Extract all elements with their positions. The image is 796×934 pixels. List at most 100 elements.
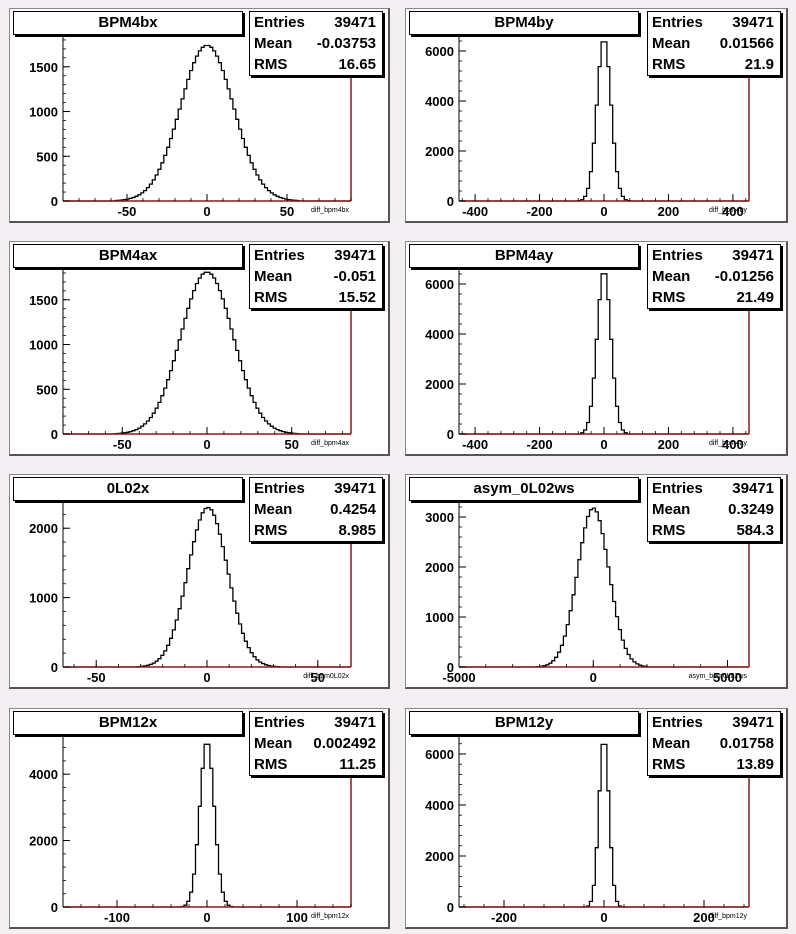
- stats-value: 39471: [334, 14, 376, 31]
- stats-row-rms: RMS 16.65: [250, 54, 382, 75]
- stats-value: 0.4254: [330, 501, 376, 518]
- histogram-title: asym_0L02ws: [409, 477, 639, 501]
- histogram-series: [63, 271, 351, 435]
- x-tick-label: 0: [203, 437, 210, 452]
- x-tick-label: -200: [527, 437, 553, 452]
- stats-label: Entries: [254, 14, 305, 31]
- stats-value: 584.3: [736, 522, 774, 539]
- x-axis-varname: asym_bpm0L02ws: [689, 673, 748, 680]
- stats-value: 39471: [334, 247, 376, 264]
- histogram-pad: -50 0 50 0 500 1000 1500 diff_bpm4bx BPM4bx Entri…: [9, 8, 390, 223]
- y-tick-label: 500: [36, 382, 58, 397]
- y-tick-label: 2000: [425, 560, 454, 575]
- y-tick-label: 2000: [425, 849, 454, 864]
- x-axis-varname: diff_bpm4bx: [311, 207, 350, 214]
- stats-value: 0.002492: [313, 735, 376, 752]
- y-tick-label: 2000: [29, 834, 58, 849]
- x-tick-label: 0: [600, 437, 607, 452]
- x-tick-label: 0: [203, 910, 210, 925]
- y-tick-label: 4000: [29, 767, 58, 782]
- stats-value: 39471: [334, 714, 376, 731]
- x-tick-label: -400: [462, 204, 488, 219]
- y-tick-label: 1000: [425, 610, 454, 625]
- stats-value: 0.3249: [728, 501, 774, 518]
- stats-label: Mean: [254, 35, 293, 52]
- x-tick-label: -5000: [442, 670, 475, 685]
- stats-label: RMS: [652, 756, 686, 773]
- x-tick-label: 200: [658, 204, 680, 219]
- stats-row-entries: Entries 39471: [648, 12, 780, 33]
- stats-value: 39471: [732, 247, 774, 264]
- stats-row-mean: Mean 0.01758: [648, 733, 780, 754]
- histogram-title: BPM4ay: [409, 244, 639, 268]
- stats-label: Entries: [254, 714, 305, 731]
- x-tick-label: -200: [491, 910, 517, 925]
- x-axis-varname: diff_bpm4ax: [311, 440, 350, 447]
- stats-label: Mean: [652, 501, 691, 518]
- stats-box: Entries 39471 Mean 0.01566 RMS 21.9: [647, 11, 781, 76]
- stats-label: Mean: [254, 268, 293, 285]
- x-tick-label: 50: [284, 437, 298, 452]
- histogram-pad: -100 0 100 0 2000 4000 diff_bpm12x BPM12x Entrie…: [9, 708, 390, 929]
- stats-label: Entries: [652, 247, 703, 264]
- y-tick-label: 3000: [425, 510, 454, 525]
- y-tick-label: 1000: [29, 105, 58, 120]
- y-tick-label: 1000: [29, 338, 58, 353]
- stats-row-entries: Entries 39471: [250, 12, 382, 33]
- stats-box: Entries 39471 Mean -0.03753 RMS 16.65: [249, 11, 383, 76]
- stats-value: 39471: [732, 480, 774, 497]
- stats-value: 39471: [334, 480, 376, 497]
- x-tick-label: 0: [590, 670, 597, 685]
- x-tick-label: -50: [87, 670, 106, 685]
- y-tick-label: 2000: [425, 377, 454, 392]
- histogram-pad: -200 0 200 0 2000 4000 6000 diff_bpm12y BPM12y En…: [405, 708, 788, 929]
- stats-label: RMS: [254, 56, 288, 73]
- stats-row-entries: Entries 39471: [648, 478, 780, 499]
- stats-row-rms: RMS 13.89: [648, 754, 780, 775]
- histogram-title: BPM4by: [409, 11, 639, 35]
- stats-label: Mean: [652, 735, 691, 752]
- stats-label: Entries: [652, 714, 703, 731]
- x-tick-label: 0: [203, 204, 210, 219]
- stats-label: Entries: [652, 480, 703, 497]
- y-tick-label: 0: [51, 427, 58, 442]
- x-axis-varname: diff_bpm4ay: [709, 440, 748, 447]
- y-tick-label: 6000: [425, 747, 454, 762]
- stats-label: Mean: [254, 501, 293, 518]
- stats-row-rms: RMS 8.985: [250, 520, 382, 541]
- y-tick-label: 4000: [425, 327, 454, 342]
- stats-label: Entries: [254, 480, 305, 497]
- stats-label: RMS: [652, 56, 686, 73]
- stats-value: -0.03753: [316, 35, 376, 52]
- x-tick-label: 400: [722, 437, 744, 452]
- x-tick-label: 0: [203, 670, 210, 685]
- stats-box: Entries 39471 Mean -0.01256 RMS 21.49: [647, 244, 781, 309]
- histogram-pad: -5000 0 5000 0 1000 2000 3000 asym_bpm0L02ws asy…: [405, 474, 788, 689]
- stats-label: RMS: [254, 289, 288, 306]
- stats-value: 21.49: [736, 289, 774, 306]
- stats-value: 39471: [732, 14, 774, 31]
- stats-value: 8.985: [338, 522, 376, 539]
- y-tick-label: 6000: [425, 277, 454, 292]
- stats-row-mean: Mean 0.3249: [648, 499, 780, 520]
- y-tick-label: 4000: [425, 798, 454, 813]
- histogram-pad: -400 -200 0 200 400 0 2000 4000 6000 diff_bpm4ay B…: [405, 241, 788, 456]
- stats-value: 15.52: [338, 289, 376, 306]
- histogram-title: BPM4bx: [13, 11, 243, 35]
- stats-label: RMS: [652, 522, 686, 539]
- stats-row-rms: RMS 21.49: [648, 287, 780, 308]
- stats-row-mean: Mean -0.051: [250, 266, 382, 287]
- y-tick-label: 0: [51, 900, 58, 915]
- stats-value: 0.01566: [719, 35, 774, 52]
- histogram-title: BPM12y: [409, 711, 639, 735]
- stats-row-mean: Mean -0.01256: [648, 266, 780, 287]
- stats-box: Entries 39471 Mean 0.4254 RMS 8.985: [249, 477, 383, 542]
- histogram-pad: -50 0 50 0 500 1000 1500 diff_bpm4ax BPM4ax Entri…: [9, 241, 390, 456]
- stats-box: Entries 39471 Mean -0.051 RMS 15.52: [249, 244, 383, 309]
